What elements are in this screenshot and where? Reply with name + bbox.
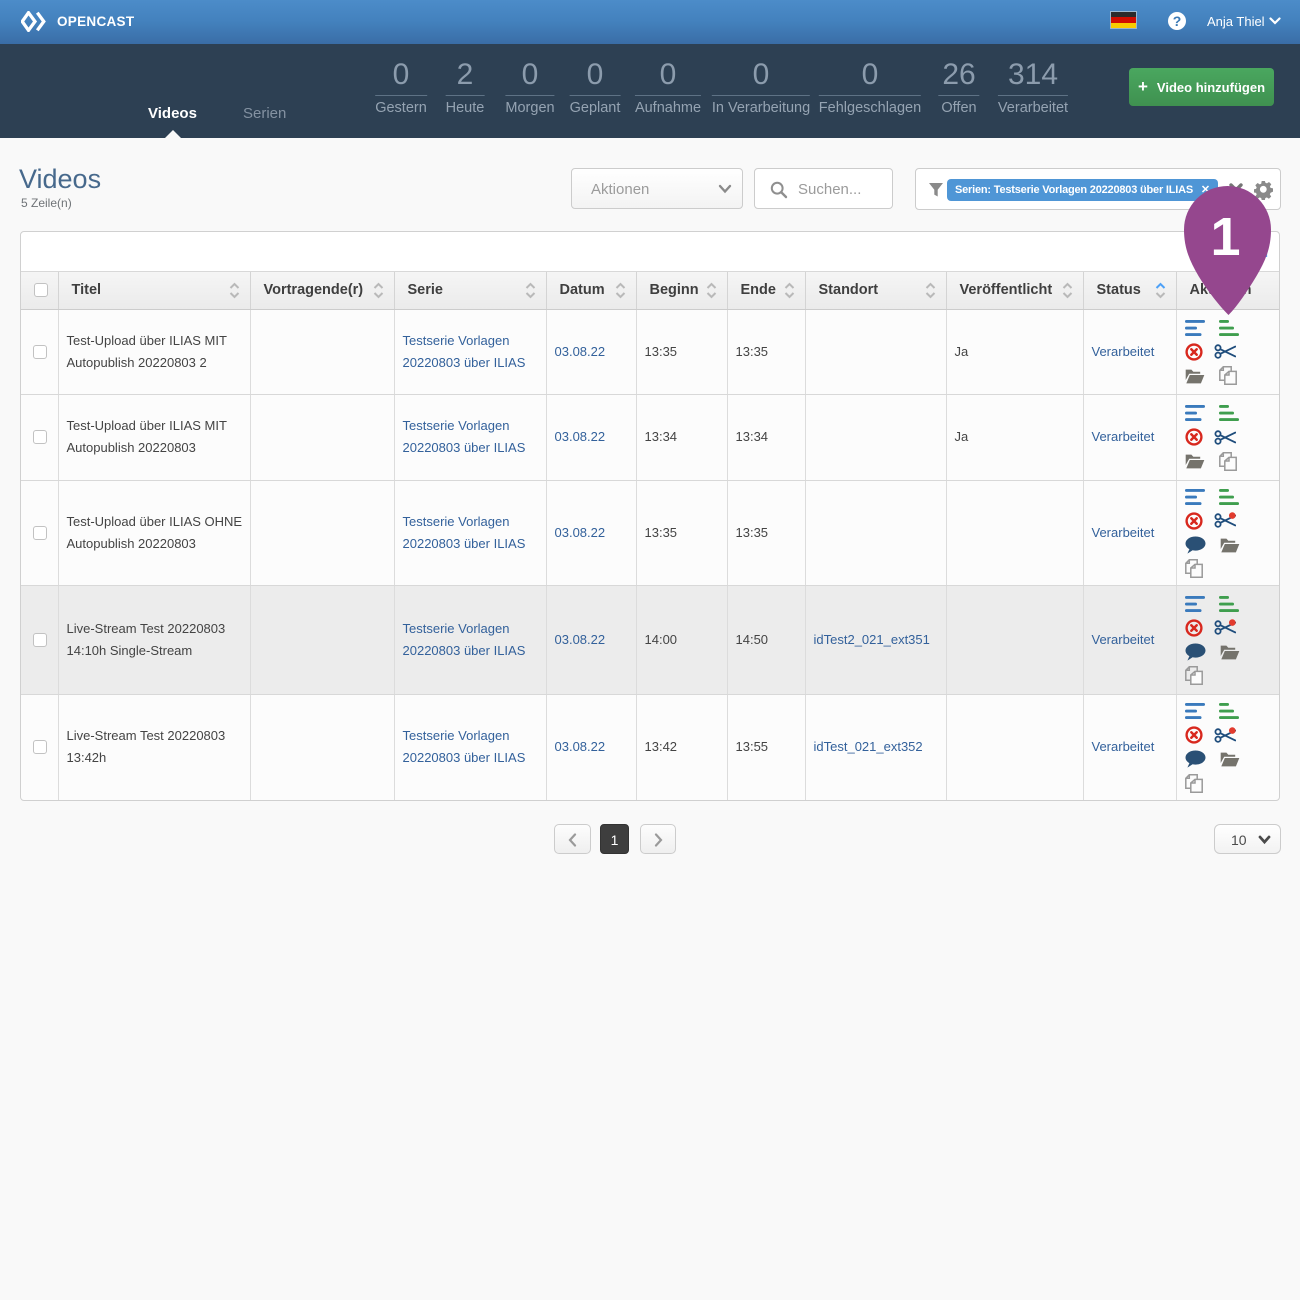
svg-text:1: 1: [1210, 207, 1240, 267]
